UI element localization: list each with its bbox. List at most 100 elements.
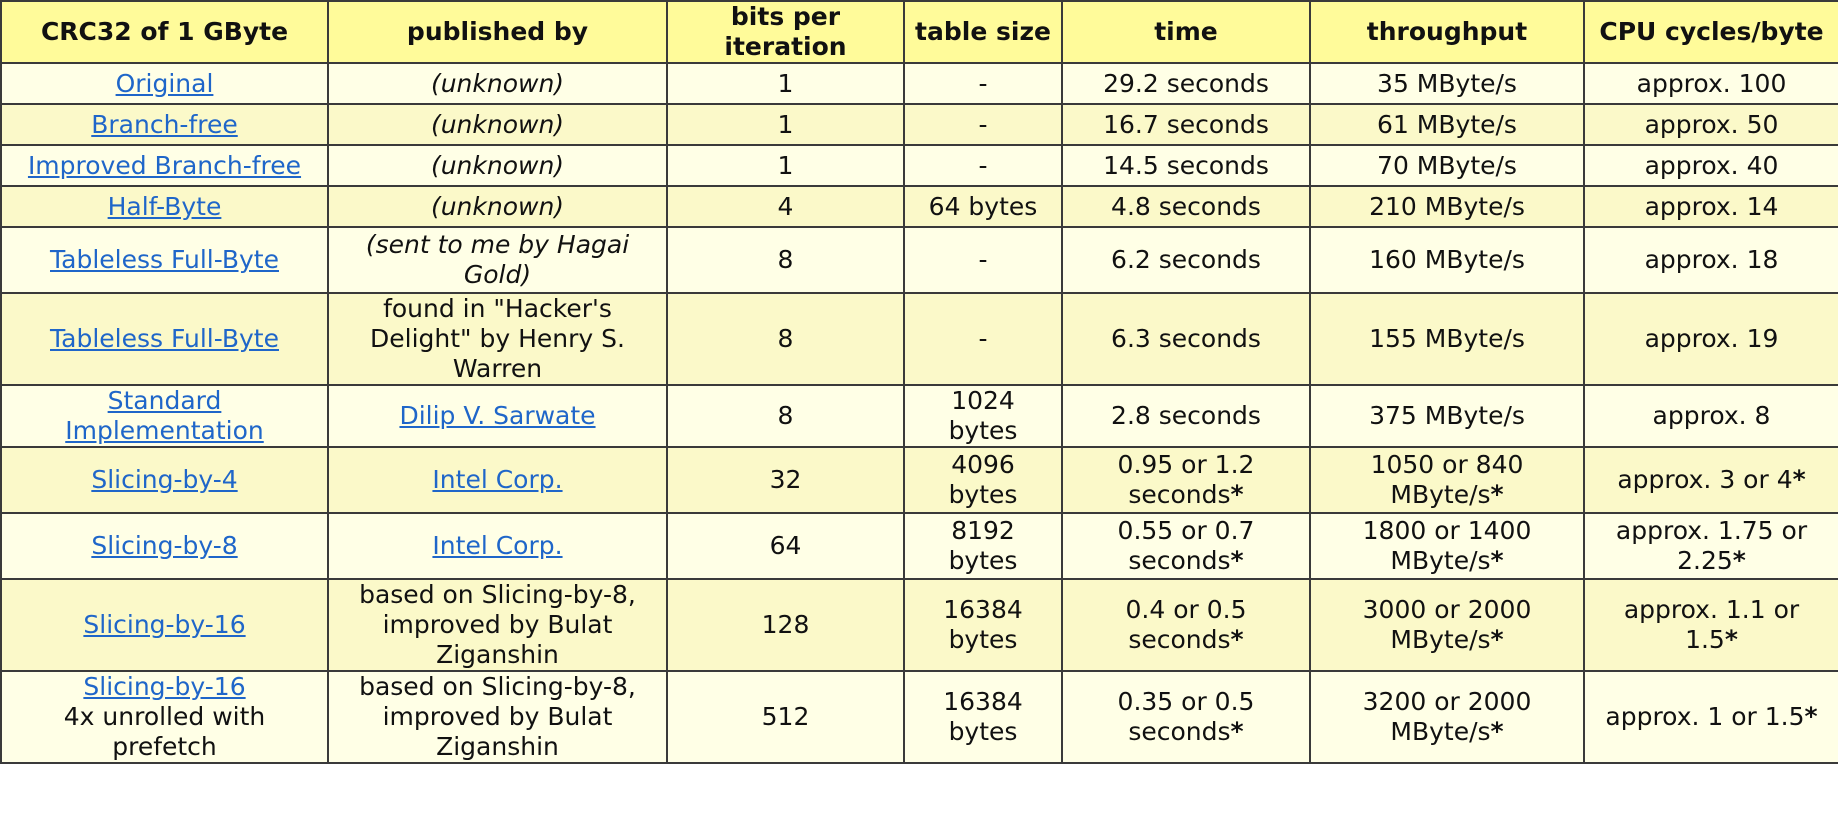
publisher-link[interactable]: Dilip V. Sarwate bbox=[399, 401, 596, 430]
footnote-marker: * bbox=[1792, 465, 1806, 494]
footnote-marker: * bbox=[1732, 546, 1746, 575]
footnote-marker: * bbox=[1804, 702, 1818, 731]
header-time: time bbox=[1061, 0, 1311, 64]
published-by-cell: based on Slicing-by-8, improved by Bulat… bbox=[327, 578, 668, 672]
published-by-cell: (unknown) bbox=[327, 144, 668, 187]
table-size-cell: - bbox=[903, 103, 1063, 146]
throughput-cell: 1050 or 840 MByte/s* bbox=[1309, 446, 1585, 514]
footnote-marker: * bbox=[1490, 625, 1504, 654]
bits-per-iteration-cell: 8 bbox=[666, 226, 905, 294]
published-by-cell: based on Slicing-by-8, improved by Bulat… bbox=[327, 670, 668, 764]
publisher-text: (sent to me by Hagai Gold) bbox=[365, 230, 630, 289]
table-row: Improved Branch-free (unknown) 1-14.5 seco… bbox=[0, 144, 1838, 187]
cpu-cycles-cell: approx. 40 bbox=[1583, 144, 1838, 187]
table-row: Branch-free (unknown) 1-16.7 seconds 61 MBy… bbox=[0, 103, 1838, 146]
footnote-marker: * bbox=[1490, 480, 1504, 509]
footnote-marker: * bbox=[1230, 480, 1244, 509]
algorithm-link[interactable]: Slicing-by-16 bbox=[83, 672, 246, 701]
publisher-link[interactable]: Intel Corp. bbox=[432, 465, 563, 494]
algorithm-cell: Slicing-by-8 bbox=[0, 512, 329, 580]
cpu-cycles-cell: approx. 1.1 or 1.5* bbox=[1583, 578, 1838, 672]
algorithm-link[interactable]: Original bbox=[115, 68, 214, 98]
published-by-cell: Intel Corp. bbox=[327, 446, 668, 514]
cpu-cycles-cell: approx. 14 bbox=[1583, 185, 1838, 228]
throughput-cell: 70 MByte/s bbox=[1309, 144, 1585, 187]
table-row: Standard Implementation Dilip V. Sarwate 8… bbox=[0, 384, 1838, 448]
algorithm-cell: Slicing-by-16 bbox=[0, 578, 329, 672]
publisher-text: (unknown) bbox=[430, 109, 565, 139]
algorithm-link[interactable]: Slicing-by-8 bbox=[91, 531, 238, 560]
time-cell: 2.8 seconds bbox=[1061, 384, 1311, 448]
table-size-cell: 16384 bytes bbox=[903, 670, 1063, 764]
bits-per-iteration-cell: 1 bbox=[666, 103, 905, 146]
header-bits-per-iteration: bits per iteration bbox=[666, 0, 905, 64]
cpu-cycles-cell: approx. 3 or 4* bbox=[1583, 446, 1838, 514]
footnote-marker: * bbox=[1230, 625, 1244, 654]
algorithm-cell: Tableless Full-Byte bbox=[0, 292, 329, 386]
bits-per-iteration-cell: 512 bbox=[666, 670, 905, 764]
time-cell: 29.2 seconds bbox=[1061, 62, 1311, 105]
algorithm-link[interactable]: Half-Byte bbox=[107, 191, 222, 221]
algorithm-link[interactable]: Standard Implementation bbox=[65, 386, 264, 445]
table-row: Half-Byte (unknown) 4 64 bytes 4.8 seconds 21… bbox=[0, 185, 1838, 228]
header-cpu-cycles: CPU cycles/byte bbox=[1583, 0, 1838, 64]
header-table-size: table size bbox=[903, 0, 1063, 64]
table-size-cell: - bbox=[903, 292, 1063, 386]
time-cell: 0.95 or 1.2 seconds* bbox=[1061, 446, 1311, 514]
throughput-cell: 160 MByte/s bbox=[1309, 226, 1585, 294]
header-algorithm: CRC32 of 1 GByte bbox=[0, 0, 329, 64]
time-cell: 0.4 or 0.5 seconds* bbox=[1061, 578, 1311, 672]
time-cell: 0.55 or 0.7 seconds* bbox=[1061, 512, 1311, 580]
table-row: Slicing-by-8 Intel Corp. 64 8192 bytes 0.55 … bbox=[0, 512, 1838, 580]
table-row: Slicing-by-16 based on Slicing-by-8, impr… bbox=[0, 578, 1838, 672]
footnote-marker: * bbox=[1230, 717, 1244, 746]
publisher-text: based on Slicing-by-8, improved by Bulat… bbox=[359, 580, 636, 669]
algorithm-link[interactable]: Slicing-by-4 bbox=[91, 465, 238, 494]
algorithm-link[interactable]: Branch-free bbox=[91, 109, 238, 139]
throughput-cell: 375 MByte/s bbox=[1309, 384, 1585, 448]
published-by-cell: found in "Hacker's Delight" by Henry S. … bbox=[327, 292, 668, 386]
footnote-marker: * bbox=[1230, 546, 1244, 575]
publisher-link[interactable]: Intel Corp. bbox=[432, 531, 563, 560]
algorithm-link[interactable]: Slicing-by-16 bbox=[83, 610, 246, 639]
bits-per-iteration-cell: 4 bbox=[666, 185, 905, 228]
footnote-marker: * bbox=[1490, 546, 1504, 575]
time-cell: 6.2 seconds bbox=[1061, 226, 1311, 294]
table-size-cell: 16384 bytes bbox=[903, 578, 1063, 672]
table-row: Tableless Full-Byte found in "Hacker's De… bbox=[0, 292, 1838, 386]
throughput-cell: 61 MByte/s bbox=[1309, 103, 1585, 146]
published-by-cell: (unknown) bbox=[327, 103, 668, 146]
publisher-text: (unknown) bbox=[430, 150, 565, 180]
crc32-comparison-table: CRC32 of 1 GByte published by bits per i… bbox=[0, 0, 1838, 764]
published-by-cell: Dilip V. Sarwate bbox=[327, 384, 668, 448]
time-cell: 6.3 seconds bbox=[1061, 292, 1311, 386]
footnote-marker: * bbox=[1724, 625, 1738, 654]
published-by-cell: (sent to me by Hagai Gold) bbox=[327, 226, 668, 294]
cpu-cycles-cell: approx. 8 bbox=[1583, 384, 1838, 448]
algorithm-link[interactable]: Improved Branch-free bbox=[27, 150, 302, 180]
header-row: CRC32 of 1 GByte published by bits per i… bbox=[0, 0, 1838, 64]
algorithm-link[interactable]: Tableless Full-Byte bbox=[50, 324, 279, 353]
bits-per-iteration-cell: 8 bbox=[666, 384, 905, 448]
algorithm-note: 4x unrolled with prefetch bbox=[63, 702, 266, 761]
published-by-cell: (unknown) bbox=[327, 62, 668, 105]
cpu-cycles-cell: approx. 1 or 1.5* bbox=[1583, 670, 1838, 764]
algorithm-cell: Slicing-by-4 bbox=[0, 446, 329, 514]
published-by-cell: (unknown) bbox=[327, 185, 668, 228]
cpu-cycles-cell: approx. 50 bbox=[1583, 103, 1838, 146]
table-row: Tableless Full-Byte (sent to me by Hagai … bbox=[0, 226, 1838, 294]
table-size-cell: - bbox=[903, 62, 1063, 105]
throughput-cell: 210 MByte/s bbox=[1309, 185, 1585, 228]
algorithm-link[interactable]: Tableless Full-Byte bbox=[50, 245, 279, 274]
publisher-text: (unknown) bbox=[430, 68, 565, 98]
cpu-cycles-cell: approx. 100 bbox=[1583, 62, 1838, 105]
header-throughput: throughput bbox=[1309, 0, 1585, 64]
algorithm-cell: Original bbox=[0, 62, 329, 105]
table-size-cell: 8192 bytes bbox=[903, 512, 1063, 580]
cpu-cycles-cell: approx. 19 bbox=[1583, 292, 1838, 386]
table-size-cell: 64 bytes bbox=[903, 185, 1063, 228]
bits-per-iteration-cell: 128 bbox=[666, 578, 905, 672]
cpu-cycles-cell: approx. 1.75 or 2.25* bbox=[1583, 512, 1838, 580]
header-published-by: published by bbox=[327, 0, 668, 64]
bits-per-iteration-cell: 32 bbox=[666, 446, 905, 514]
